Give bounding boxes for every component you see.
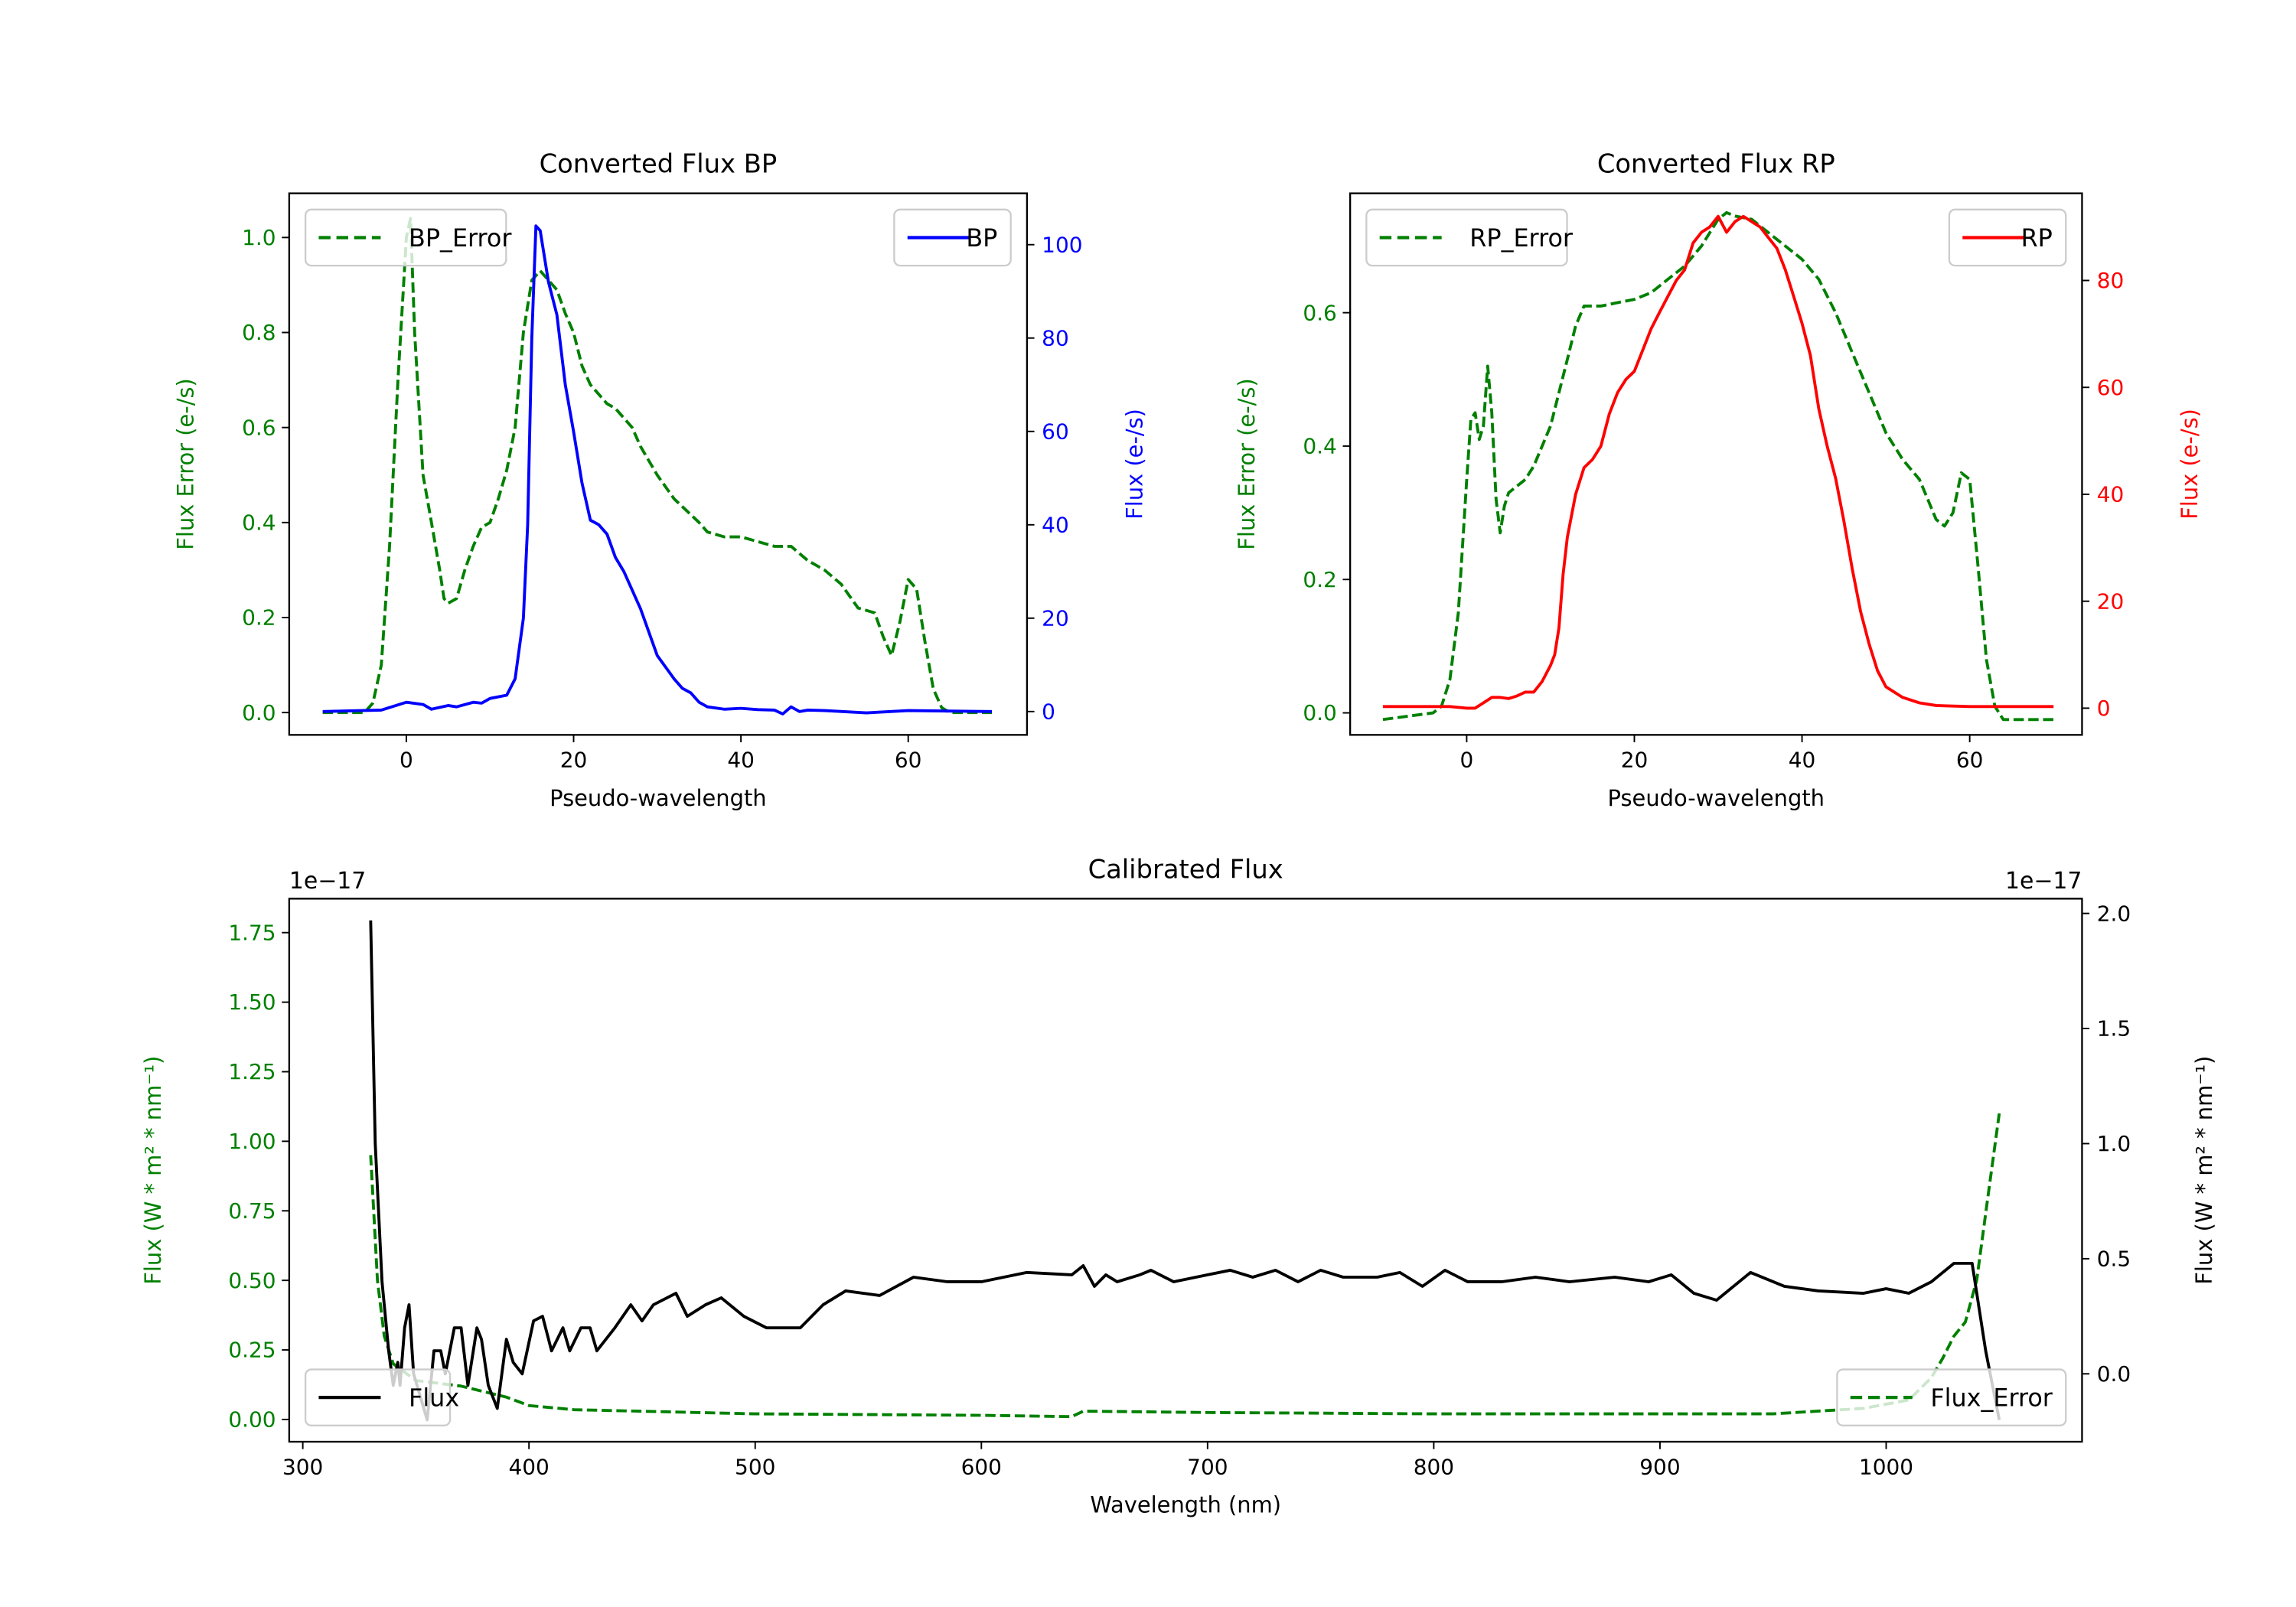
x-tick-label: 40 [727,748,755,773]
legend-label: RP [2021,223,2053,253]
y-right-tick-label: 80 [1042,325,1069,350]
y-left-tick-label: 1.25 [228,1059,276,1084]
axes-frame [1349,192,2083,736]
x-tick-label: 60 [895,748,922,773]
y-right-tick-label: 20 [1042,605,1069,631]
y-right-tick-label: 40 [1042,512,1069,537]
x-axis-label: Pseudo-wavelength [1608,785,1825,811]
y-left-tick-label: 0.2 [1303,567,1336,592]
legend-label: Flux [409,1384,459,1413]
y-left-axis-label: Flux Error (e-/s) [173,378,199,550]
y-right-tick-label: 2.0 [2097,901,2131,926]
legend-box [1836,1368,2067,1426]
chart-1: 0 20 40 60 0.0 0.2 0.4 0.6 0.8 1.0 0 20 40 60 80 100 Con… [173,149,1148,811]
legend-box [1365,208,1568,267]
legend-label: BP [966,223,997,253]
y-left-tick-label: 1.00 [228,1129,276,1154]
y-right-tick-label: 20 [2097,588,2125,614]
y-right-axis-label: Flux (W * m² * nm⁻¹) [2191,1056,2217,1285]
y-right-tick-label: 0 [1042,699,1055,724]
x-tick-label: 20 [560,748,588,773]
legend-legend_right: RP [1948,208,2067,267]
series-line-bp [322,224,993,715]
y-right-tick-label: 0.0 [2097,1361,2131,1387]
series-line-flux [369,920,2001,1422]
y-left-tick-label: 0.0 [1303,700,1336,725]
y-right-tick-label: 40 [2097,482,2125,507]
x-tick-label: 60 [1956,748,1984,773]
y-right-tick-label: 60 [1042,419,1069,444]
y-left-offset-text: 1e−17 [289,868,366,895]
legend-label: Flux_Error [1930,1384,2053,1413]
axes-frame [288,192,1029,736]
y-right-axis-label: Flux (e-/s) [1121,409,1147,520]
y-left-tick-label: 0.2 [242,605,276,631]
y-right-tick-label: 60 [2097,375,2125,400]
y-left-tick-label: 0.8 [242,320,276,345]
y-right-tick-label: 0 [2097,696,2111,721]
y-left-tick-label: 0.6 [1303,300,1336,325]
y-left-tick-label: 0.0 [242,700,276,725]
series-line-rp [1382,214,2054,710]
y-left-tick-label: 0.4 [1303,434,1336,459]
x-tick-label: 0 [400,748,413,773]
y-right-tick-label: 1.5 [2097,1016,2131,1041]
y-left-tick-label: 0.50 [228,1268,276,1293]
x-tick-label: 400 [509,1454,550,1479]
legend-legend_right: Flux_Error [1836,1368,2067,1426]
y-left-axis-label: Flux Error (e-/s) [1234,378,1260,550]
y-right-offset-text: 1e−17 [2005,868,2082,895]
legend-legend_right: BP [893,208,1012,267]
x-tick-label: 500 [735,1454,775,1479]
y-left-tick-label: 1.75 [228,920,276,945]
y-left-axis-label: Flux (W * m² * nm⁻¹) [140,1056,166,1285]
y-left-tick-label: 0.00 [228,1407,276,1433]
legend-box [304,208,507,267]
axes-frame [288,898,2083,1443]
x-tick-label: 300 [282,1454,323,1479]
x-tick-label: 20 [1621,748,1649,773]
y-left-tick-label: 0.4 [242,510,276,535]
series-line-rp-error [1382,210,2054,722]
x-tick-label: 900 [1639,1454,1680,1479]
legend-label: RP_Error [1469,223,1574,253]
legend-legend_left: Flux [304,1368,459,1426]
legend-label: BP_Error [409,223,512,253]
chart-title: Converted Flux RP [1597,149,1835,179]
y-right-tick-label: 80 [2097,268,2125,293]
x-axis-label: Wavelength (nm) [1090,1492,1281,1518]
y-right-tick-label: 1.0 [2097,1131,2131,1156]
x-tick-label: 800 [1414,1454,1454,1479]
chart-2: 0 20 40 60 0.0 0.2 0.4 0.6 0 20 40 60 80 Converted Fl… [1234,149,2203,811]
y-right-tick-label: 0.5 [2097,1247,2131,1272]
y-left-tick-label: 0.25 [228,1338,276,1363]
legend-legend_left: BP_Error [304,208,512,267]
x-axis-label: Pseudo-wavelength [550,785,766,811]
chart-title: Calibrated Flux [1088,854,1283,884]
x-tick-label: 700 [1187,1454,1228,1479]
y-right-tick-label: 100 [1042,232,1082,257]
y-left-tick-label: 0.75 [228,1198,276,1224]
y-left-tick-label: 0.6 [242,415,276,440]
chart-3: 300 400 500 600 700 800 900 1000 0.00 0.25 0.50 0.7… [140,854,2217,1517]
legend-legend_left: RP_Error [1365,208,1574,267]
x-tick-label: 0 [1460,748,1474,773]
y-right-axis-label: Flux (e-/s) [2177,409,2203,520]
y-left-tick-label: 1.0 [242,225,276,250]
x-tick-label: 40 [1789,748,1816,773]
series-line-flux-error [369,1113,2001,1419]
x-tick-label: 600 [961,1454,1002,1479]
series-line-bp-error [322,217,993,715]
chart-title: Converted Flux BP [540,149,778,179]
y-left-tick-label: 1.50 [228,989,276,1015]
x-tick-label: 1000 [1859,1454,1913,1479]
